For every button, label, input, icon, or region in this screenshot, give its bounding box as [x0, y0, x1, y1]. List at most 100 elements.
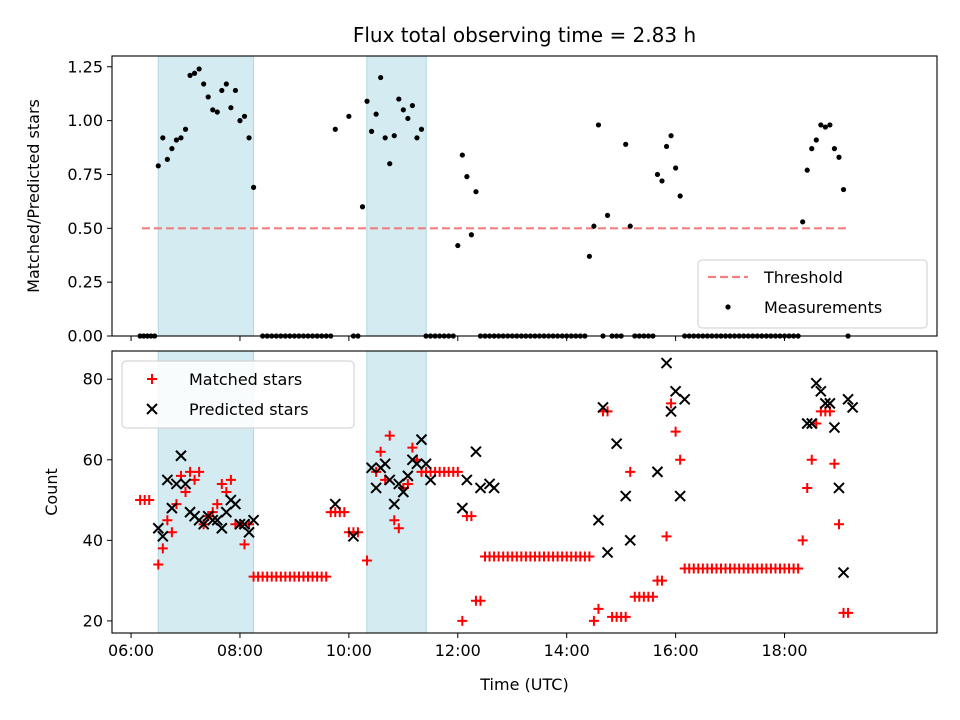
measurement-point [382, 135, 388, 141]
xtick-label: 08:00 [217, 641, 263, 660]
predicted-star-marker [411, 458, 423, 470]
xtick-label: 10:00 [326, 641, 372, 660]
matched-star-marker [162, 515, 173, 526]
matched-star-marker [670, 426, 681, 437]
matched-star-marker [584, 551, 595, 562]
matched-star-marker [593, 603, 604, 614]
predicted-star-marker [175, 450, 187, 462]
predicted-star-marker [207, 514, 219, 526]
predicted-star-marker [238, 518, 251, 530]
matched-star-marker [843, 607, 854, 618]
measurement-point [418, 126, 425, 132]
predicted-star-marker [619, 490, 632, 502]
legend-predicted-swatch [146, 403, 158, 415]
measurement-point [169, 146, 175, 152]
predicted-star-marker [842, 393, 854, 406]
top-ytick-label: 1.25 [67, 57, 103, 76]
bottom-plot-frame [111, 350, 938, 634]
predicted-star-marker [837, 566, 850, 579]
measurement-point [378, 74, 384, 81]
measurement-point [250, 184, 257, 190]
measurement-point [818, 122, 824, 128]
predicted-star-marker [152, 522, 164, 534]
predicted-star-marker [488, 482, 500, 494]
matched-star-marker [362, 555, 373, 566]
legend-matched-label: Matched stars [189, 370, 302, 389]
matched-star-marker [225, 474, 236, 485]
top-ytick-label: 0.00 [67, 327, 103, 346]
measurement-point [368, 128, 375, 134]
predicted-star-marker [674, 490, 686, 502]
bottom-panel: 20 40 60 80 06:00 08:00 10:00 12:00 14:00 16:00 18… [42, 350, 938, 694]
top-ytick-label: 0.25 [67, 273, 103, 292]
predicted-star-marker [461, 474, 473, 486]
measurement-point [223, 81, 229, 87]
legend-matched-swatch [147, 374, 157, 384]
predicted-star-marker [815, 385, 827, 397]
predicted-star-marker [379, 458, 391, 470]
predicted-star-marker [474, 482, 487, 494]
measurement-point [414, 135, 420, 141]
measurement-point [196, 66, 202, 72]
measurement-point [155, 163, 161, 169]
xtick-label: 18:00 [761, 641, 807, 660]
matched-star-marker [647, 591, 658, 602]
measurement-point [205, 94, 211, 100]
matched-star-marker [802, 482, 813, 493]
top-ylabel: Matched/Predicted stars [24, 99, 43, 293]
predicted-star-marker [470, 446, 482, 458]
predicted-star-marker [179, 478, 192, 490]
measurement-point [164, 156, 170, 162]
measurement-point [373, 111, 379, 117]
measurement-point [232, 87, 239, 94]
matched-star-marker [216, 478, 227, 489]
measurement-point [459, 152, 465, 158]
xtick-label: 12:00 [435, 641, 481, 660]
predicted-star-marker [819, 397, 832, 410]
predicted-star-marker [810, 377, 822, 389]
predicted-star-marker [388, 498, 400, 510]
top-ytick-label: 1.00 [67, 111, 103, 130]
predicted-star-marker [197, 518, 210, 530]
predicted-star-marker [665, 405, 677, 418]
top-shaded-interval [366, 55, 427, 337]
measurement-point [409, 102, 416, 109]
measurement-point [627, 223, 633, 229]
matched-star-marker [189, 474, 200, 485]
measurement-point [387, 161, 393, 167]
measurement-point [595, 122, 602, 128]
xlabel: Time (UTC) [479, 675, 568, 694]
matched-star-marker [153, 559, 164, 570]
predicted-star-marker [393, 478, 405, 490]
matched-star-marker [797, 535, 808, 546]
top-ytick-label: 0.50 [67, 219, 103, 238]
predicted-star-marker [610, 437, 623, 450]
measurement-point [663, 143, 670, 150]
predicted-star-marker [243, 526, 255, 538]
legend-threshold-label: Threshold [763, 268, 843, 287]
measurement-point [400, 107, 406, 113]
matched-star-marker [375, 446, 386, 457]
measurement-point [214, 109, 220, 115]
matched-star-marker [475, 595, 486, 606]
matched-star-marker [185, 466, 196, 477]
predicted-star-marker [624, 534, 636, 547]
predicted-star-marker [828, 421, 841, 434]
measurement-point [364, 98, 370, 104]
predicted-star-marker [161, 474, 174, 486]
measurement-point [346, 113, 352, 119]
legend-box [697, 259, 928, 329]
predicted-star-marker [384, 474, 396, 486]
top-shaded-interval [157, 55, 255, 337]
measurement-point [586, 253, 592, 259]
chart-title: Flux total observing time = 2.83 h [353, 23, 696, 47]
measurement-point [836, 154, 842, 160]
predicted-star-marker [420, 458, 432, 470]
predicted-star-marker [651, 466, 664, 478]
measurement-point [809, 146, 815, 152]
measurement-point [659, 178, 665, 184]
matched-star-marker [829, 458, 840, 469]
measurement-point [677, 193, 683, 199]
measurement-point [237, 118, 243, 124]
